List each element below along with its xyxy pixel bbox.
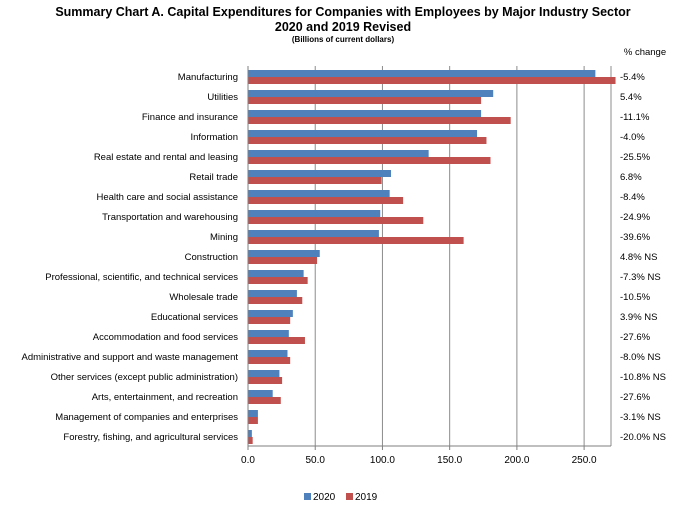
bar-2020 bbox=[248, 410, 258, 417]
pct-change-label: -5.4% bbox=[620, 72, 645, 83]
bar-2019 bbox=[248, 177, 382, 184]
bar-2019 bbox=[248, 417, 258, 424]
legend-label-2020: 2020 bbox=[313, 492, 336, 503]
category-label: Finance and insurance bbox=[142, 112, 238, 123]
bar-2019 bbox=[248, 317, 291, 324]
category-label: Construction bbox=[185, 252, 238, 263]
bar-2020 bbox=[248, 190, 390, 197]
bar-2020 bbox=[248, 230, 379, 237]
x-tick-label: 250.0 bbox=[572, 455, 597, 466]
bar-2019 bbox=[248, 277, 308, 284]
x-tick-label: 150.0 bbox=[437, 455, 462, 466]
pct-change-label: -3.1% NS bbox=[620, 412, 661, 423]
bar-2019 bbox=[248, 297, 303, 304]
pct-change-header: % change bbox=[624, 47, 666, 58]
x-tick-label: 100.0 bbox=[370, 455, 395, 466]
pct-change-label: -27.6% bbox=[620, 332, 651, 343]
bar-2019 bbox=[248, 197, 404, 204]
category-label: Management of companies and enterprises bbox=[55, 412, 238, 423]
x-tick-label: 200.0 bbox=[504, 455, 529, 466]
pct-change-label: -27.6% bbox=[620, 392, 651, 403]
category-label: Arts, entertainment, and recreation bbox=[92, 392, 238, 403]
pct-change-label: -39.6% bbox=[620, 232, 651, 243]
category-label: Health care and social assistance bbox=[96, 192, 238, 203]
pct-change-label: -20.0% NS bbox=[620, 432, 666, 443]
bar-2020 bbox=[248, 70, 596, 77]
bar-2020 bbox=[248, 210, 381, 217]
pct-change-label: -25.5% bbox=[620, 152, 651, 163]
category-label: Wholesale trade bbox=[169, 292, 238, 303]
bar-2020 bbox=[248, 350, 288, 357]
bar-2020 bbox=[248, 130, 478, 137]
bar-2019 bbox=[248, 437, 253, 444]
bar-2019 bbox=[248, 377, 283, 384]
pct-change-label: -7.3% NS bbox=[620, 272, 661, 283]
bar-2019 bbox=[248, 117, 511, 124]
bar-2019 bbox=[248, 217, 424, 224]
bar-2019 bbox=[248, 157, 491, 164]
pct-change-label: -8.4% bbox=[620, 192, 645, 203]
pct-change-label: -8.0% NS bbox=[620, 352, 661, 363]
pct-change-label: -10.5% bbox=[620, 292, 651, 303]
bar-2020 bbox=[248, 90, 494, 97]
bar-2019 bbox=[248, 397, 281, 404]
pct-change-label: -10.8% NS bbox=[620, 372, 666, 383]
category-label: Real estate and rental and leasing bbox=[94, 152, 238, 163]
category-label: Professional, scientific, and technical … bbox=[45, 272, 238, 283]
bar-2020 bbox=[248, 270, 304, 277]
bar-2020 bbox=[248, 330, 289, 337]
bar-2019 bbox=[248, 137, 487, 144]
category-label: Manufacturing bbox=[178, 72, 238, 83]
bar-2019 bbox=[248, 97, 482, 104]
bar-2020 bbox=[248, 110, 482, 117]
category-label: Administrative and support and waste man… bbox=[21, 352, 238, 363]
category-label: Accommodation and food services bbox=[93, 332, 238, 343]
category-label: Transportation and warehousing bbox=[102, 212, 238, 223]
bar-2019 bbox=[248, 237, 464, 244]
x-tick-label: 0.0 bbox=[241, 455, 255, 466]
bar-2020 bbox=[248, 390, 273, 397]
category-label: Forestry, fishing, and agricultural serv… bbox=[63, 432, 238, 443]
category-label: Information bbox=[190, 132, 238, 143]
bar-2020 bbox=[248, 150, 429, 157]
pct-change-label: 5.4% bbox=[620, 92, 642, 103]
chart-subtitle: 2020 and 2019 Revised bbox=[274, 20, 412, 34]
category-label: Retail trade bbox=[189, 172, 238, 183]
pct-change-label: 3.9% NS bbox=[620, 312, 658, 323]
pct-change-label: 6.8% bbox=[620, 172, 642, 183]
category-label: Mining bbox=[210, 232, 238, 243]
legend-swatch-2019 bbox=[346, 493, 353, 500]
legend-label-2019: 2019 bbox=[355, 492, 378, 503]
bar-2020 bbox=[248, 290, 297, 297]
category-label: Educational services bbox=[151, 312, 238, 323]
bar-2020 bbox=[248, 370, 280, 377]
chart-title: Summary Chart A. Capital Expenditures fo… bbox=[55, 5, 631, 19]
bar-2020 bbox=[248, 430, 252, 437]
bar-2019 bbox=[248, 77, 616, 84]
category-label: Other services (except public administra… bbox=[51, 372, 238, 383]
x-tick-label: 50.0 bbox=[305, 455, 325, 466]
pct-change-label: -4.0% bbox=[620, 132, 645, 143]
bar-2020 bbox=[248, 310, 293, 317]
bar-2019 bbox=[248, 357, 291, 364]
chart-units-note: (Billions of current dollars) bbox=[291, 35, 395, 44]
pct-change-label: 4.8% NS bbox=[620, 252, 658, 263]
legend-swatch-2020 bbox=[304, 493, 311, 500]
pct-change-label: -24.9% bbox=[620, 212, 651, 223]
bar-2019 bbox=[248, 257, 318, 264]
pct-change-label: -11.1% bbox=[620, 112, 650, 123]
bar-2020 bbox=[248, 250, 320, 257]
category-label: Utilities bbox=[207, 92, 238, 103]
bar-2019 bbox=[248, 337, 305, 344]
bar-2020 bbox=[248, 170, 392, 177]
